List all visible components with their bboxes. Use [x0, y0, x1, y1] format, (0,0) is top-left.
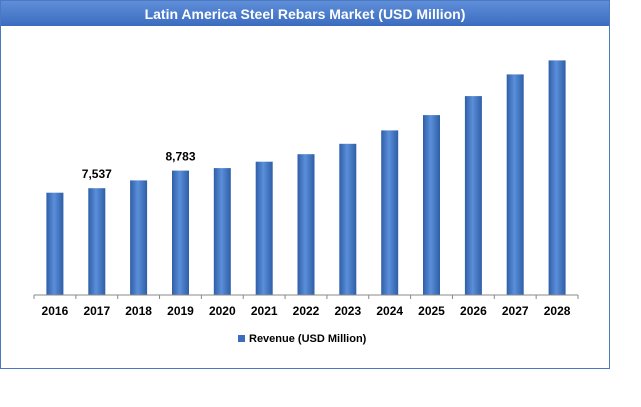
bar-2016 [46, 192, 64, 295]
x-tick-label: 2027 [502, 304, 529, 318]
bar-2017 [88, 188, 106, 295]
x-tick-label: 2028 [544, 304, 571, 318]
bars-group [46, 60, 566, 296]
bar-2026 [464, 96, 482, 295]
chart-title: Latin America Steel Rebars Market (USD M… [144, 5, 466, 22]
x-tick-label: 2018 [125, 304, 152, 318]
bar-2027 [506, 74, 524, 296]
bar-2028 [548, 60, 566, 296]
bar-2020 [213, 168, 231, 295]
x-tick-label: 2024 [376, 304, 403, 318]
bar-2024 [381, 130, 399, 295]
data-label-2017: 7,537 [82, 167, 112, 181]
x-tick-label: 2019 [167, 304, 194, 318]
x-axis-ticks: 2016 2017 2018 2019 2020 2021 2022 2023 2024 2025… [33, 295, 579, 318]
title-bar: Latin America Steel Rebars Market (USD M… [1, 1, 609, 26]
bar-2022 [297, 154, 315, 295]
bar-2019 [172, 170, 189, 295]
bar-2021 [255, 161, 273, 295]
bar-2023 [339, 143, 357, 295]
x-tick-label: 2025 [418, 304, 445, 318]
x-tick-label: 2021 [251, 304, 278, 318]
data-label-2019: 8,783 [165, 150, 195, 164]
legend-label: Revenue (USD Million) [249, 333, 367, 345]
legend-swatch [238, 335, 245, 342]
bar-2025 [423, 115, 440, 295]
x-tick-label: 2016 [42, 304, 69, 318]
x-tick-label: 2020 [209, 304, 236, 318]
x-tick-label: 2023 [334, 304, 361, 318]
x-tick-label: 2017 [83, 304, 110, 318]
data-labels: 7,537 8,783 [82, 150, 196, 182]
x-tick-label: 2022 [293, 304, 320, 318]
bar-2018 [130, 180, 148, 295]
x-tick-label: 2026 [460, 304, 487, 318]
legend: Revenue (USD Million) [238, 333, 367, 345]
